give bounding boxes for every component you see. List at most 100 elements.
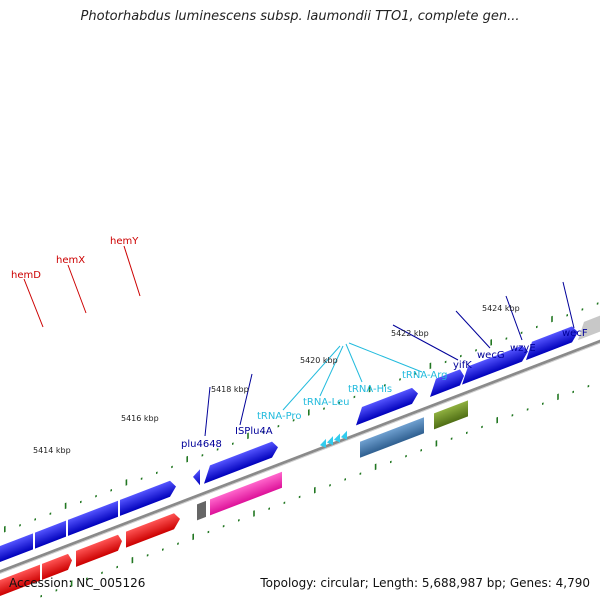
tick-mark [542, 402, 544, 405]
tick-mark [140, 477, 143, 480]
gene-feature[interactable] [360, 417, 424, 458]
gene-label-hemY[interactable]: hemY [110, 236, 139, 247]
tick-mark [520, 331, 523, 335]
tick-mark [390, 460, 392, 464]
gene-label-plu4648[interactable]: plu4648 [181, 439, 222, 450]
tick-mark [338, 401, 340, 405]
tick-mark [481, 425, 483, 429]
trna-feature[interactable] [334, 433, 340, 444]
tick-mark [344, 478, 346, 481]
tick-mark [49, 512, 52, 515]
scale-label: 5420 kbp [300, 356, 338, 365]
tick-mark [429, 362, 432, 370]
tick-mark [262, 430, 264, 434]
tick-mark [353, 395, 356, 399]
tick-mark [435, 440, 438, 447]
gene-feature[interactable] [126, 511, 180, 548]
tick-mark [95, 494, 97, 498]
tick-mark [444, 360, 447, 364]
gene-feature[interactable] [462, 343, 528, 385]
tick-mark [86, 577, 88, 580]
tick-mark [505, 337, 508, 340]
tick-mark [253, 510, 255, 517]
tick-mark [238, 519, 240, 522]
tick-mark [162, 548, 164, 551]
tick-mark [359, 472, 362, 475]
tick-mark [40, 594, 43, 598]
tick-mark [475, 348, 477, 352]
gene-feature[interactable] [578, 311, 600, 341]
tick-mark [283, 501, 286, 505]
tick-mark [156, 471, 158, 475]
tick-mark [131, 556, 134, 564]
tick-mark [496, 416, 498, 424]
tick-mark [526, 408, 529, 411]
trna-feature[interactable] [341, 430, 347, 442]
genome-summary-text: Topology: circular; Length: 5,688,987 bp… [260, 576, 590, 590]
gene-feature[interactable] [0, 564, 40, 598]
gene-feature[interactable] [197, 500, 206, 521]
tick-mark [596, 302, 599, 305]
gene-feature[interactable] [356, 386, 418, 426]
tick-mark [171, 465, 173, 469]
reverse-genes [0, 400, 468, 598]
scale-labels: 5414 kbp 5416 kbp 5418 kbp 5420 kbp 5422… [33, 304, 520, 455]
gene-feature[interactable] [76, 533, 122, 567]
tick-mark [420, 449, 422, 452]
tick-mark [277, 424, 280, 428]
gene-feature[interactable] [193, 469, 200, 488]
tick-mark [399, 378, 401, 381]
gene-feature[interactable] [68, 500, 118, 536]
tick-mark [466, 431, 468, 435]
tick-mark [64, 502, 67, 510]
tick-mark [323, 407, 325, 410]
gene-labels: hemD hemX hemY plu4648 ISPlu4A tRNA-Pro … [11, 236, 588, 450]
tick-mark [207, 530, 210, 534]
gene-feature[interactable] [120, 478, 176, 516]
tick-mark [80, 500, 82, 504]
tick-mark [116, 565, 119, 569]
tick-mark [314, 486, 316, 494]
tick-mark [232, 442, 234, 445]
tick-mark [146, 554, 149, 557]
trna-feature[interactable] [320, 438, 326, 450]
tick-mark [460, 354, 462, 358]
tick-mark [374, 463, 377, 471]
tick-mark [222, 524, 225, 528]
gene-feature[interactable] [526, 324, 578, 361]
scale-label: 5418 kbp [211, 385, 249, 394]
gene-label-hemX[interactable]: hemX [56, 255, 85, 266]
gene-label-wecG[interactable]: wecG [477, 350, 505, 361]
gene-label-wecF[interactable]: wecF [562, 328, 588, 339]
gene-label-wzyE[interactable]: wzyE [510, 343, 536, 354]
tick-mark [557, 393, 559, 401]
tick-mark [308, 409, 310, 416]
tick-mark [55, 589, 58, 592]
gene-label-tRNA-Arg[interactable]: tRNA-Arg [402, 370, 447, 381]
tick-mark [298, 495, 301, 499]
tick-marks-upper [4, 302, 599, 533]
gene-label-ISPlu4A[interactable]: ISPlu4A [235, 426, 273, 437]
gene-feature[interactable] [204, 439, 278, 484]
trna-feature[interactable] [327, 436, 333, 447]
tick-mark [414, 372, 416, 375]
map-title: Photorhabdus luminescens subsp. laumondi… [80, 9, 520, 24]
tick-mark [177, 542, 179, 545]
gene-feature[interactable] [42, 552, 72, 580]
gene-label-hemD[interactable]: hemD [11, 270, 41, 281]
gene-label-tRNA-Pro[interactable]: tRNA-Pro [257, 411, 301, 422]
gene-feature[interactable] [210, 471, 282, 516]
tick-mark [268, 507, 270, 510]
gene-feature[interactable] [0, 533, 33, 564]
tick-mark [192, 533, 194, 541]
gene-label-tRNA-Leu[interactable]: tRNA-Leu [303, 397, 349, 408]
gene-feature[interactable] [35, 520, 66, 549]
tick-mark [216, 448, 219, 451]
gene-feature[interactable] [434, 400, 468, 430]
backbone-shadow [0, 335, 600, 578]
tick-mark [186, 455, 188, 463]
gene-label-yifK[interactable]: yifK [453, 360, 472, 371]
gene-feature[interactable] [430, 368, 464, 397]
gene-label-tRNA-His[interactable]: tRNA-His [348, 384, 392, 395]
